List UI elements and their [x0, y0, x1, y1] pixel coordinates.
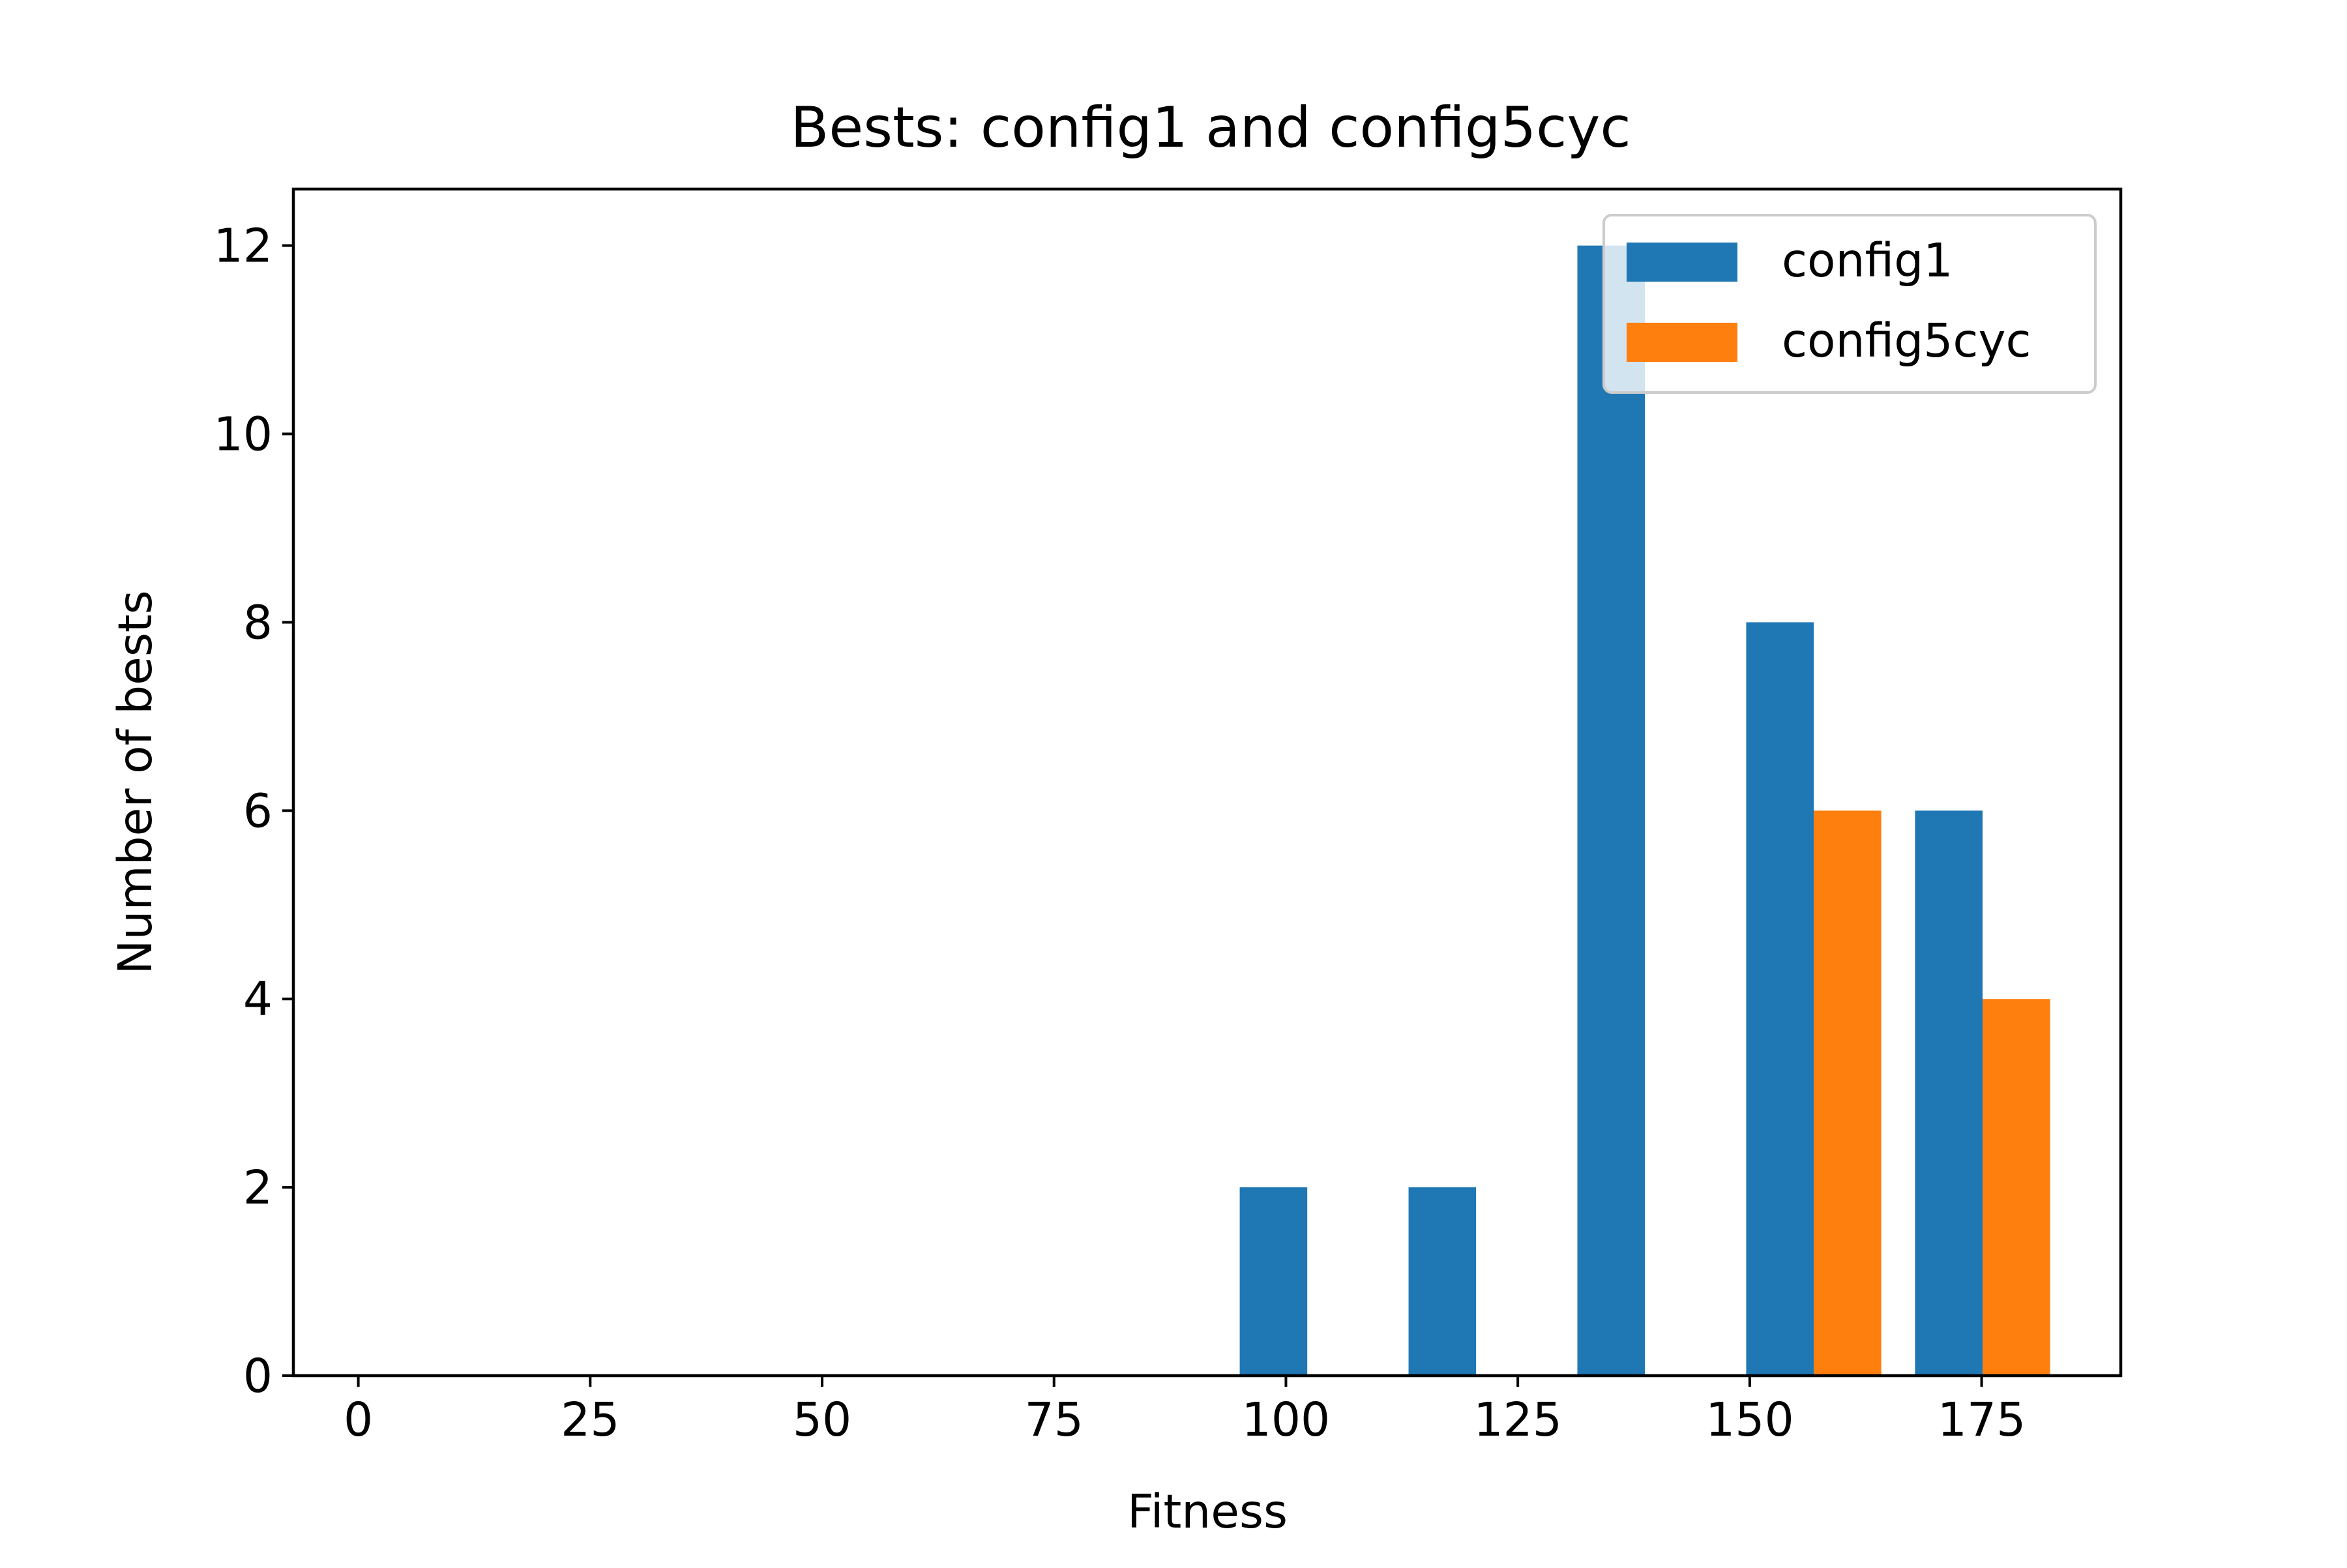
- y-axis-ticks: 0 2 4 6 8 10 12: [214, 219, 293, 1403]
- y-tick-label: 10: [214, 407, 273, 462]
- bar-config1-bin-0: [1239, 1187, 1308, 1376]
- x-tick-label: 100: [1242, 1393, 1331, 1447]
- legend: config1 config5cyc: [1602, 214, 2097, 394]
- bar-config1-bin-4: [1915, 810, 1983, 1376]
- x-tick-label: 150: [1705, 1393, 1794, 1447]
- x-tick-label: 0: [344, 1393, 373, 1447]
- x-tick-label: 50: [793, 1393, 851, 1447]
- y-tick-label: 12: [214, 219, 273, 273]
- x-axis-ticks: 0 25 50 75 100 125 150 175: [344, 1376, 2026, 1447]
- bar-config1-bin-1: [1408, 1187, 1477, 1376]
- legend-swatch-config5cyc: [1627, 323, 1737, 362]
- x-tick-label: 125: [1473, 1393, 1562, 1447]
- legend-label-config5cyc: config5cyc: [1782, 314, 2031, 368]
- bar-config1-bin-2: [1577, 245, 1646, 1376]
- legend-label-config1: config1: [1782, 233, 1953, 288]
- plot-frame: [291, 187, 2123, 1378]
- x-tick-label: 175: [1938, 1393, 2026, 1447]
- y-tick-label: 2: [243, 1161, 273, 1215]
- y-tick-label: 6: [243, 784, 273, 838]
- legend-swatch-config1: [1627, 243, 1737, 282]
- bar-config5cyc-bin-3: [1814, 810, 1882, 1376]
- chart-title: Bests: config1 and config5cyc: [790, 95, 1631, 160]
- y-tick-label: 4: [243, 972, 273, 1026]
- x-tick-label: 25: [561, 1393, 619, 1447]
- y-tick-label: 8: [243, 595, 273, 649]
- y-axis-label: Number of bests: [108, 590, 162, 974]
- bar-config1-bin-3: [1746, 622, 1814, 1376]
- x-tick-label: 75: [1025, 1393, 1084, 1447]
- bars-group: [1239, 245, 2050, 1376]
- y-tick-label: 0: [243, 1349, 273, 1403]
- bar-config5cyc-bin-4: [1983, 999, 2050, 1376]
- x-axis-label: Fitness: [1127, 1485, 1288, 1539]
